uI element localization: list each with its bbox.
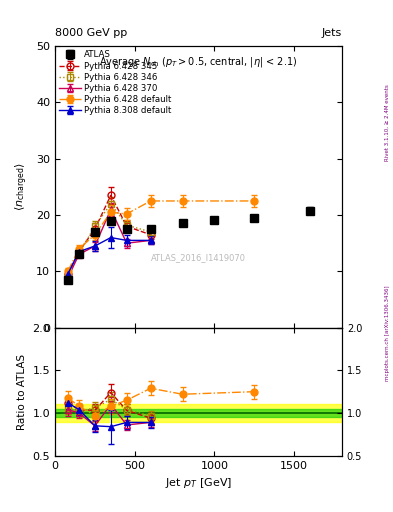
Text: Rivet 3.1.10, ≥ 2.4M events: Rivet 3.1.10, ≥ 2.4M events bbox=[385, 84, 390, 161]
Text: 8000 GeV pp: 8000 GeV pp bbox=[55, 28, 127, 38]
Text: ATLAS_2016_I1419070: ATLAS_2016_I1419070 bbox=[151, 253, 246, 262]
X-axis label: Jet $p_T$ [GeV]: Jet $p_T$ [GeV] bbox=[165, 476, 232, 490]
Text: mcplots.cern.ch [arXiv:1306.3436]: mcplots.cern.ch [arXiv:1306.3436] bbox=[385, 285, 390, 380]
Y-axis label: $\langle n_{\rm charged} \rangle$: $\langle n_{\rm charged} \rangle$ bbox=[14, 162, 31, 211]
Y-axis label: Ratio to ATLAS: Ratio to ATLAS bbox=[17, 354, 27, 430]
Bar bbox=[55, 409, 342, 417]
Text: Jets: Jets bbox=[321, 28, 342, 38]
Bar bbox=[55, 404, 342, 421]
Legend: ATLAS, Pythia 6.428 345, Pythia 6.428 346, Pythia 6.428 370, Pythia 6.428 defaul: ATLAS, Pythia 6.428 345, Pythia 6.428 34… bbox=[58, 49, 173, 117]
Text: Average $N_{\rm ch}$ ($p_T$$>$0.5, central, $|\eta|$ < 2.1): Average $N_{\rm ch}$ ($p_T$$>$0.5, centr… bbox=[99, 55, 298, 69]
